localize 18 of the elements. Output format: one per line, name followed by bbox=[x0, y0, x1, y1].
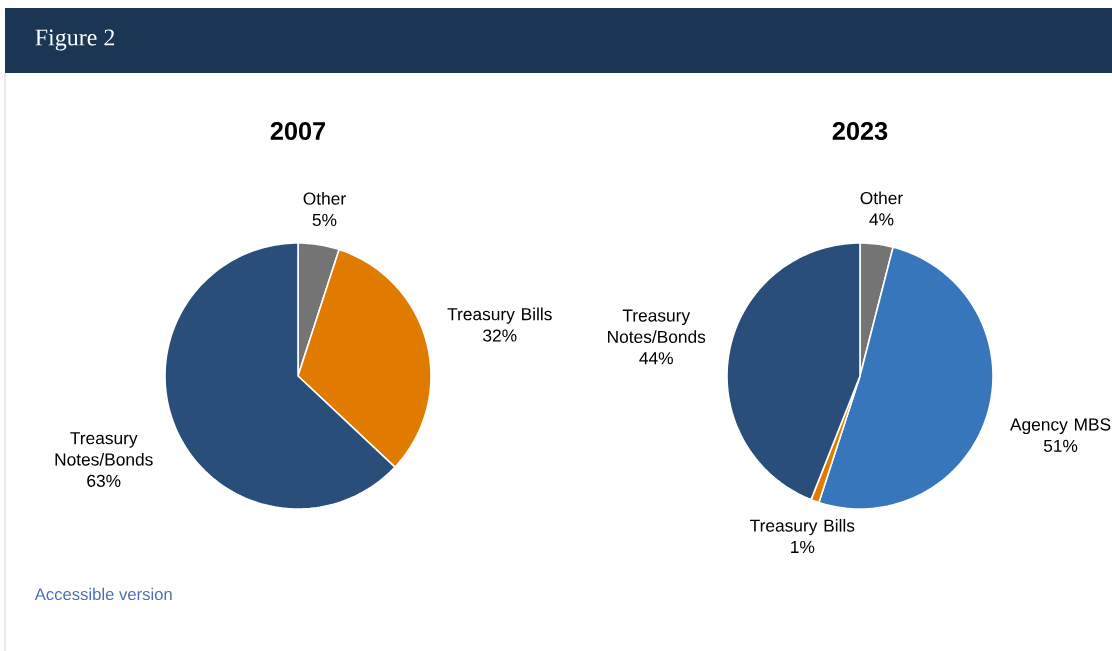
slice-label: Treasury Bills bbox=[750, 519, 855, 536]
data-label: 63% bbox=[87, 474, 121, 487]
chart-title: 2023 bbox=[832, 122, 888, 140]
slice-label: Agency MBS bbox=[1010, 418, 1111, 435]
slice-label: Treasury Notes/Bonds bbox=[55, 432, 153, 466]
slice-label: Treasury Notes/Bonds bbox=[608, 309, 706, 343]
data-label: 44% bbox=[639, 352, 673, 365]
data-label: 5% bbox=[312, 213, 337, 227]
slice-label: Treasury Bills bbox=[447, 307, 552, 324]
slice-label: Other bbox=[303, 192, 346, 205]
data-label: 51% bbox=[1043, 439, 1078, 452]
slice-label: Other bbox=[860, 191, 903, 205]
caption: Figure 2 bbox=[35, 29, 115, 51]
text: Accessible version bbox=[34, 587, 172, 601]
chart-title: 2007 bbox=[270, 122, 326, 140]
data-label: 32% bbox=[483, 329, 517, 342]
data-label: 4% bbox=[869, 213, 894, 226]
data-label: 1% bbox=[791, 540, 815, 554]
